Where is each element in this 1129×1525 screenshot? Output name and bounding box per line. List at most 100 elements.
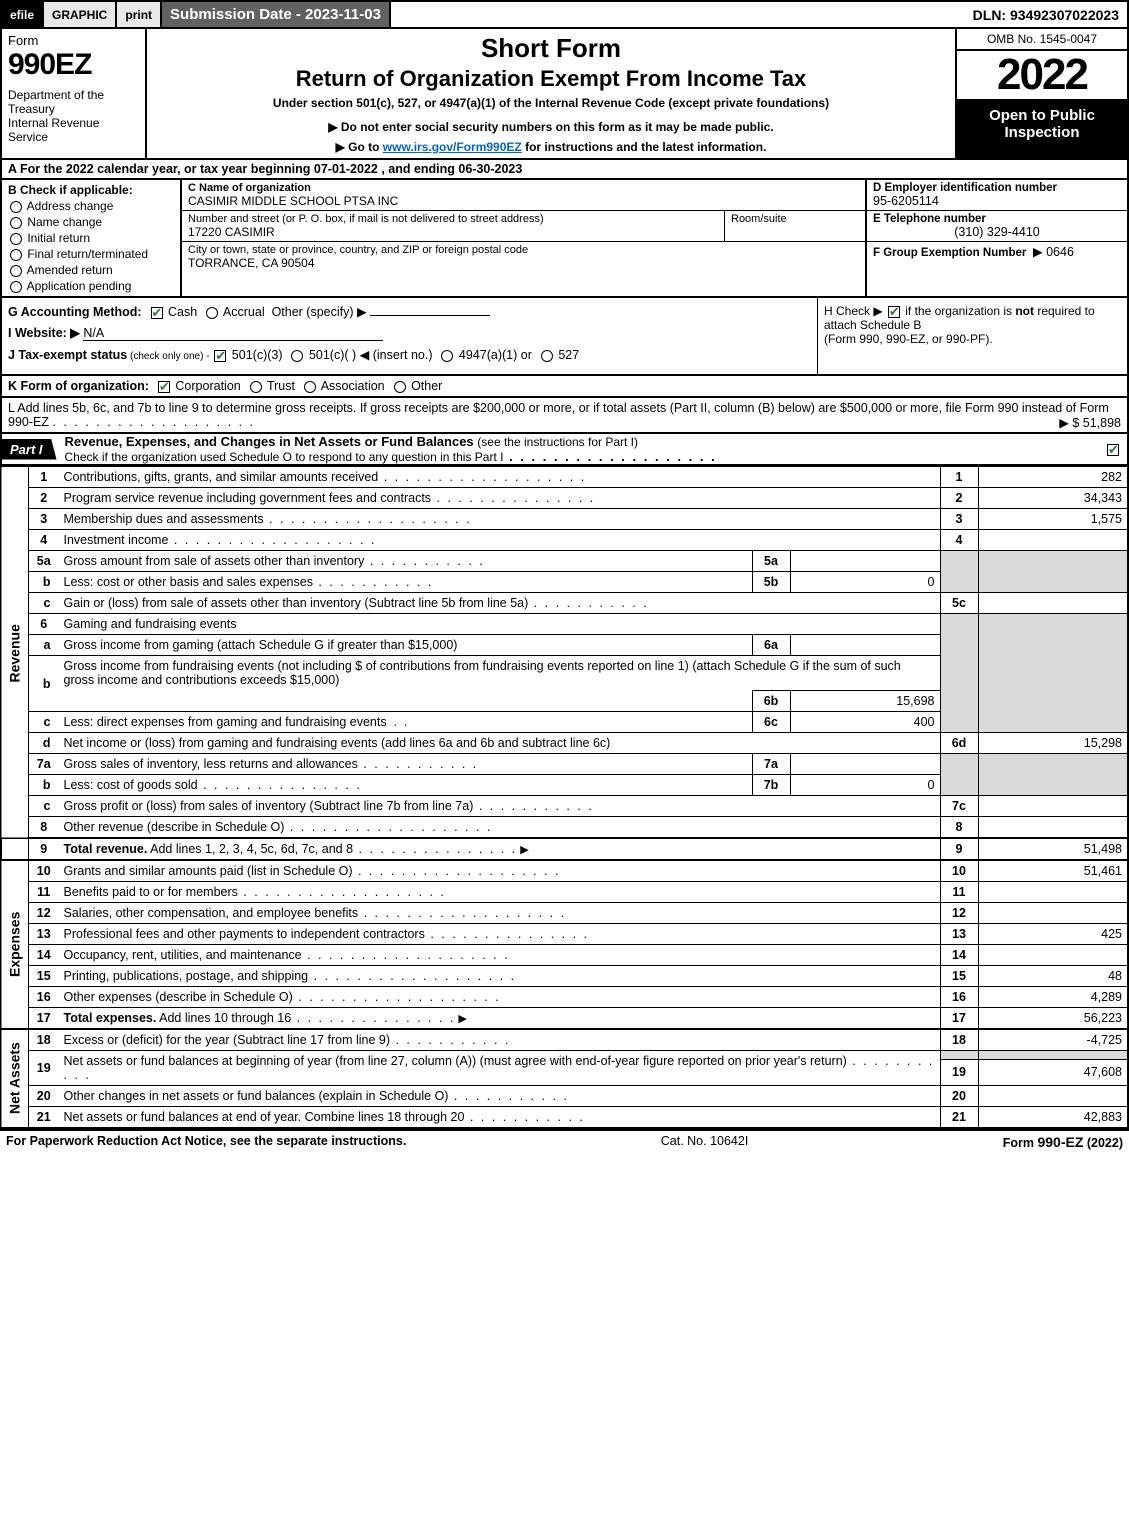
k-other-radio[interactable] (394, 381, 406, 393)
section-def: D Employer identification number 95-6205… (867, 180, 1127, 296)
row-j: J Tax-exempt status (check only one) - 5… (8, 347, 811, 362)
c-city-row: City or town, state or province, country… (182, 242, 865, 272)
table-row: 9 Total revenue. Add lines 1, 2, 3, 4, 5… (1, 838, 1128, 860)
table-row: 20 Other changes in net assets or fund b… (1, 1086, 1128, 1107)
table-row: 16 Other expenses (describe in Schedule … (1, 987, 1128, 1008)
g-other-blank[interactable] (370, 315, 490, 316)
table-row: Net Assets 18 Excess or (deficit) for th… (1, 1029, 1128, 1051)
submission-date: Submission Date - 2023-11-03 (162, 2, 391, 27)
table-row: d Net income or (loss) from gaming and f… (1, 733, 1128, 754)
form-word: Form (8, 33, 139, 48)
topbar-spacer (391, 2, 965, 27)
k-trust-radio[interactable] (250, 381, 262, 393)
b-initial-return[interactable]: Initial return (8, 231, 174, 245)
table-row: 8 Other revenue (describe in Schedule O)… (1, 817, 1128, 839)
section-b: B Check if applicable: Address change Na… (2, 180, 182, 296)
h-txt1: H Check ▶ (824, 304, 883, 318)
table-row: Revenue 1 Contributions, gifts, grants, … (1, 467, 1128, 488)
g-accrual-radio[interactable] (206, 307, 218, 319)
footer-left: For Paperwork Reduction Act Notice, see … (6, 1134, 406, 1150)
j-501c3-check[interactable] (214, 350, 226, 362)
side-net-assets: Net Assets (1, 1029, 29, 1128)
row-k: K Form of organization: Corporation Trus… (0, 376, 1129, 398)
part1-header: Part I Revenue, Expenses, and Changes in… (0, 434, 1129, 466)
table-row: c Gross profit or (loss) from sales of i… (1, 796, 1128, 817)
g-label: G Accounting Method: (8, 305, 142, 319)
row-g: G Accounting Method: Cash Accrual Other … (8, 304, 811, 319)
goto-post: for instructions and the latest informat… (522, 140, 767, 154)
table-row: 15 Printing, publications, postage, and … (1, 966, 1128, 987)
b-address-change[interactable]: Address change (8, 199, 174, 213)
table-row: a Gross income from gaming (attach Sched… (1, 635, 1128, 656)
table-row: 3 Membership dues and assessments 3 1,57… (1, 509, 1128, 530)
table-row: 7a Gross sales of inventory, less return… (1, 754, 1128, 775)
table-row: b Less: cost of goods sold 7b 0 (1, 775, 1128, 796)
print-button[interactable]: print (117, 2, 162, 27)
section-d: D Employer identification number 95-6205… (867, 180, 1127, 211)
omb-number: OMB No. 1545-0047 (957, 29, 1127, 51)
table-row: b Less: cost or other basis and sales ex… (1, 572, 1128, 593)
k-label: K Form of organization: (8, 379, 149, 393)
b-name-change[interactable]: Name change (8, 215, 174, 229)
table-row: 6b 15,698 (1, 691, 1128, 712)
b-final-return[interactable]: Final return/terminated (8, 247, 174, 261)
table-row: c Less: direct expenses from gaming and … (1, 712, 1128, 733)
table-row: 11 Benefits paid to or for members 11 (1, 882, 1128, 903)
goto-link[interactable]: www.irs.gov/Form990EZ (383, 140, 522, 154)
i-value: N/A (83, 326, 104, 340)
table-row: 4 Investment income 4 (1, 530, 1128, 551)
page-footer: For Paperwork Reduction Act Notice, see … (0, 1129, 1129, 1153)
row-l: L Add lines 5b, 6c, and 7b to line 9 to … (0, 398, 1129, 434)
tax-year: 2022 (957, 51, 1127, 101)
table-row: c Gain or (loss) from sale of assets oth… (1, 593, 1128, 614)
k-assoc-radio[interactable] (304, 381, 316, 393)
goto-note: ▶ Go to www.irs.gov/Form990EZ for instru… (155, 140, 947, 154)
c-addr-value: 17220 CASIMIR (188, 225, 718, 239)
form-number: 990EZ (8, 48, 139, 82)
l-amount: ▶ $ 51,898 (1059, 415, 1121, 430)
footer-right: Form 990-EZ (2022) (1003, 1134, 1123, 1150)
f-label: F Group Exemption Number (873, 247, 1026, 259)
table-row: 13 Professional fees and other payments … (1, 924, 1128, 945)
c-name-label: C Name of organization (188, 182, 311, 194)
top-bar: efile GRAPHIC print Submission Date - 20… (0, 0, 1129, 29)
header-left: Form 990EZ Department of the TreasuryInt… (2, 29, 147, 158)
section-f: F Group Exemption Number ▶ 0646 (867, 242, 1127, 261)
h-check[interactable] (888, 306, 900, 318)
e-label: E Telephone number (873, 213, 1121, 225)
side-expenses: Expenses (1, 860, 29, 1029)
part1-tab: Part I (2, 439, 57, 460)
department-label: Department of the TreasuryInternal Reven… (8, 88, 139, 144)
form-header: Form 990EZ Department of the TreasuryInt… (0, 29, 1129, 160)
row-h: H Check ▶ if the organization is not req… (817, 298, 1127, 374)
donot-note: ▶ Do not enter social security numbers o… (155, 120, 947, 134)
side-revenue: Revenue (1, 467, 29, 839)
j-4947-radio[interactable] (441, 350, 453, 362)
b-application-pending[interactable]: Application pending (8, 279, 174, 293)
j-527-radio[interactable] (541, 350, 553, 362)
j-501c-radio[interactable] (291, 350, 303, 362)
row-a-tax-year: A For the 2022 calendar year, or tax yea… (0, 160, 1129, 180)
d-value: 95-6205114 (873, 194, 1121, 208)
g-cash-check[interactable] (151, 307, 163, 319)
table-row: 12 Salaries, other compensation, and emp… (1, 903, 1128, 924)
c-city-value: TORRANCE, CA 90504 (188, 256, 859, 270)
table-row: 21 Net assets or fund balances at end of… (1, 1107, 1128, 1129)
f-value: ▶ 0646 (1033, 245, 1074, 259)
under-section: Under section 501(c), 527, or 4947(a)(1)… (155, 96, 947, 110)
c-suite-label: Room/suite (731, 213, 859, 225)
c-name-value: CASIMIR MIDDLE SCHOOL PTSA INC (188, 194, 859, 208)
graphic-button[interactable]: GRAPHIC (44, 2, 117, 27)
table-row: 19 Net assets or fund balances at beginn… (1, 1051, 1128, 1060)
e-value: (310) 329-4410 (873, 225, 1121, 239)
table-row: 14 Occupancy, rent, utilities, and maint… (1, 945, 1128, 966)
c-addr-label: Number and street (or P. O. box, if mail… (188, 213, 718, 225)
c-name-row: C Name of organization CASIMIR MIDDLE SC… (182, 180, 865, 211)
efile-label: efile (2, 2, 44, 27)
k-corp-check[interactable] (158, 381, 170, 393)
d-label: D Employer identification number (873, 182, 1121, 194)
j-label: J Tax-exempt status (8, 348, 127, 362)
b-amended-return[interactable]: Amended return (8, 263, 174, 277)
ghij-left: G Accounting Method: Cash Accrual Other … (2, 298, 817, 374)
part1-schedule-o-check[interactable] (1107, 444, 1119, 456)
